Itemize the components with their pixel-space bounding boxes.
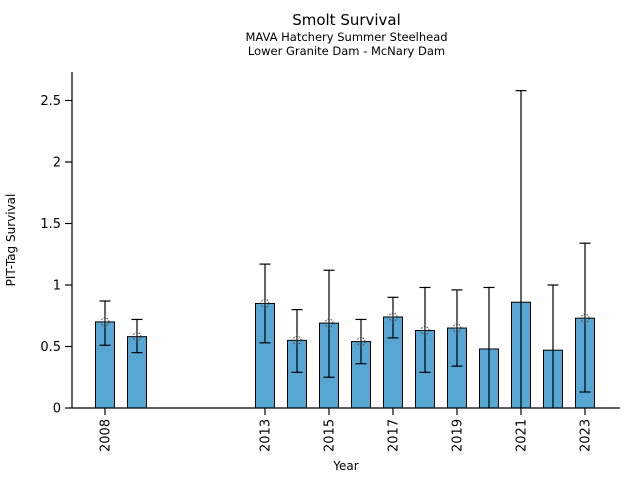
y-tick-label-1.5: 1.5 (40, 217, 61, 232)
y-tick-label-2: 2 (53, 156, 61, 171)
x-tick-label-2015: 2015 (323, 419, 338, 452)
chart-subtitle-reach: Lower Granite Dam - McNary Dam (247, 44, 446, 58)
y-tick-label-2.5: 2.5 (40, 94, 61, 109)
y-tick-label-0.5: 0.5 (40, 340, 61, 355)
y-axis-label: PIT-Tag Survival (4, 194, 18, 287)
x-tick-label-2019: 2019 (451, 419, 466, 452)
x-tick-label-2021: 2021 (515, 419, 530, 452)
chart-title: Smolt Survival (292, 11, 401, 29)
x-tick-label-2013: 2013 (259, 419, 274, 452)
x-axis-label: Year (332, 459, 358, 473)
x-tick-label-2023: 2023 (579, 419, 594, 452)
chart-subtitle-stock: MAVA Hatchery Summer Steelhead (245, 30, 448, 44)
y-tick-label-0: 0 (53, 402, 61, 417)
x-tick-label-2008: 2008 (99, 419, 114, 452)
y-tick-label-1: 1 (53, 279, 61, 294)
x-tick-label-2017: 2017 (387, 419, 402, 452)
